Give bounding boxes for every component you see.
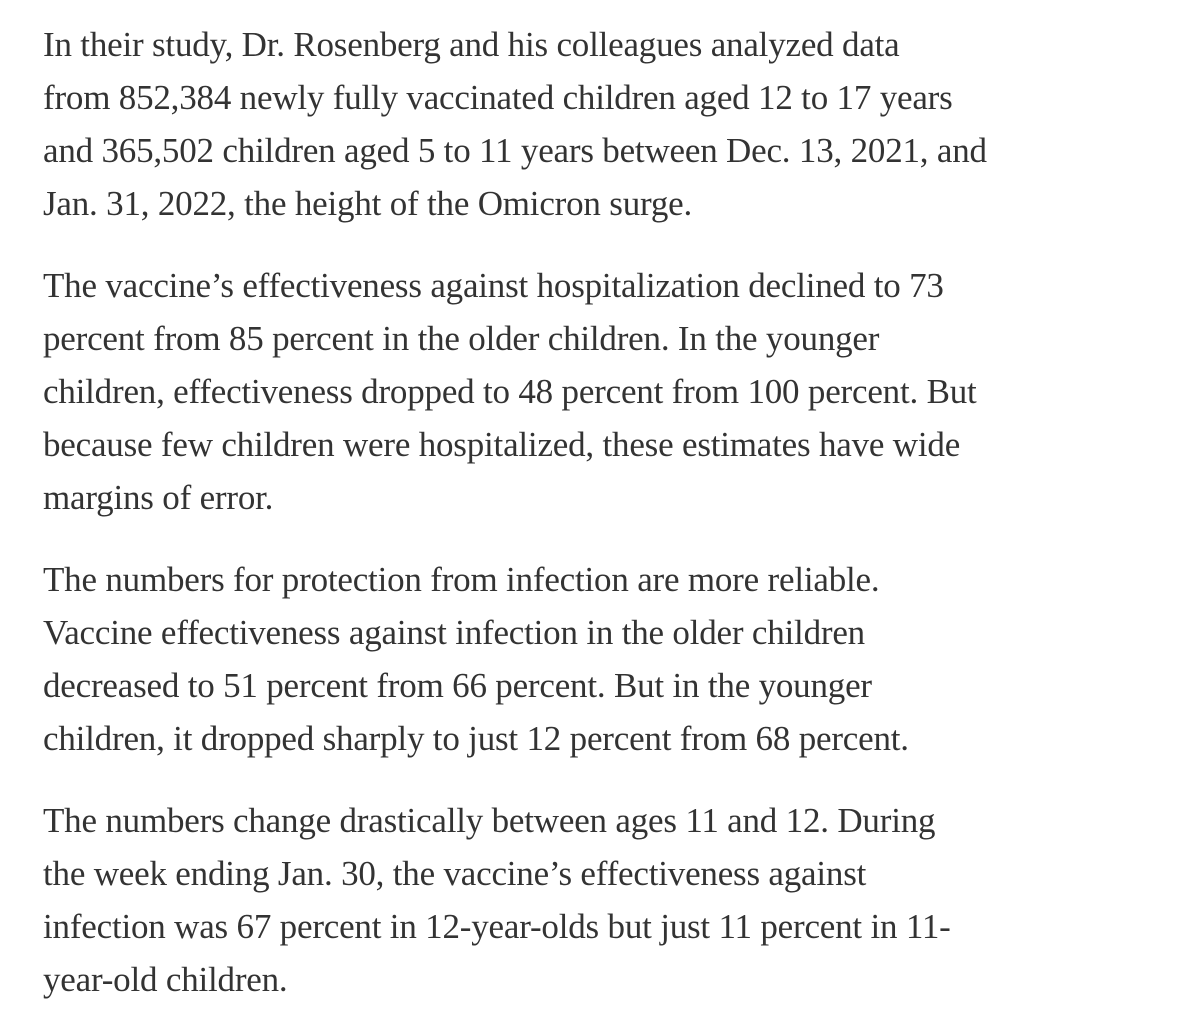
- text-line: and 365,502 children aged 5 to 11 years …: [43, 131, 987, 170]
- text-line: from 852,384 newly fully vaccinated chil…: [43, 78, 953, 117]
- text-line: The vaccine’s effectiveness against hosp…: [43, 266, 944, 305]
- paragraph-infection: The numbers for protection from infectio…: [43, 553, 1173, 765]
- text-line: Jan. 31, 2022, the height of the Omicron…: [43, 184, 693, 223]
- paragraph-hospitalization: The vaccine’s effectiveness against hosp…: [43, 259, 1173, 524]
- text-line: infection was 67 percent in 12-year-olds…: [43, 907, 951, 946]
- text-line: year-old children.: [43, 960, 288, 999]
- paragraph-study-data: In their study, Dr. Rosenberg and his co…: [43, 18, 1173, 230]
- text-line: percent from 85 percent in the older chi…: [43, 319, 880, 358]
- text-line: The numbers change drastically between a…: [43, 801, 936, 840]
- text-line: Vaccine effectiveness against infection …: [43, 613, 865, 652]
- text-line: children, it dropped sharply to just 12 …: [43, 719, 909, 758]
- text-line: margins of error.: [43, 478, 274, 517]
- text-line: the week ending Jan. 30, the vaccine’s e…: [43, 854, 867, 893]
- text-line: In their study, Dr. Rosenberg and his co…: [43, 25, 900, 64]
- text-line: children, effectiveness dropped to 48 pe…: [43, 372, 977, 411]
- text-line: decreased to 51 percent from 66 percent.…: [43, 666, 872, 705]
- paragraph-age-difference: The numbers change drastically between a…: [43, 794, 1173, 1006]
- text-line: because few children were hospitalized, …: [43, 425, 961, 464]
- article-body: In their study, Dr. Rosenberg and his co…: [43, 18, 1173, 1035]
- text-line: The numbers for protection from infectio…: [43, 560, 880, 599]
